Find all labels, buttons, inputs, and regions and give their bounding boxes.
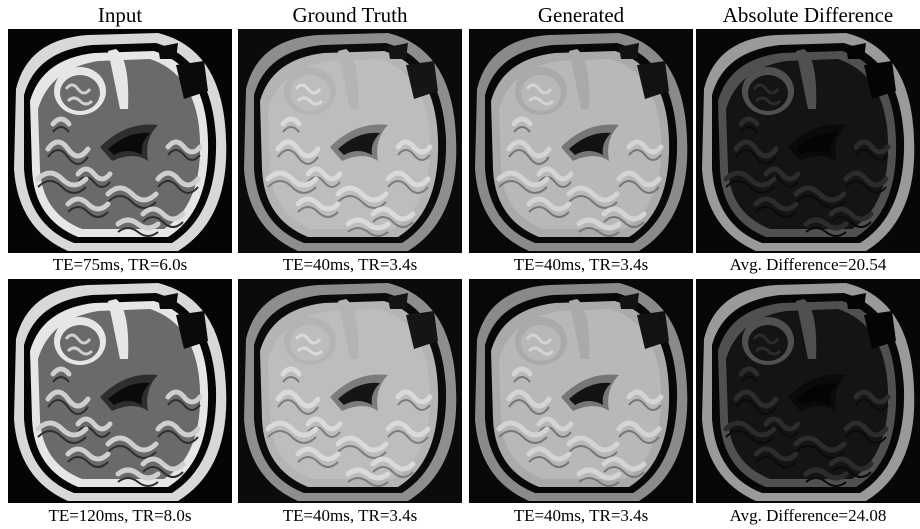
- column-title-ground-truth: Ground Truth: [292, 3, 408, 27]
- column-title-generated: Generated: [537, 3, 625, 27]
- mri-generated-row2: [469, 279, 693, 503]
- caption-generated-row2: TE=40ms, TR=3.4s: [513, 506, 649, 525]
- caption-difference-row2: Avg. Difference=24.08: [729, 506, 887, 525]
- mri-difference-row1: [696, 29, 920, 253]
- caption-ground-truth-row2: TE=40ms, TR=3.4s: [282, 506, 418, 525]
- mri-ground-truth-row1: [238, 29, 462, 253]
- mri-input-row2: [8, 279, 232, 503]
- mri-generated-row1: [469, 29, 693, 253]
- mri-input-row1: [8, 29, 232, 253]
- caption-difference-row1: Avg. Difference=20.54: [729, 255, 887, 274]
- column-title-input: Input: [97, 3, 143, 27]
- caption-ground-truth-row1: TE=40ms, TR=3.4s: [282, 255, 418, 274]
- caption-input-row2: TE=120ms, TR=8.0s: [48, 506, 192, 525]
- mri-ground-truth-row2: [238, 279, 462, 503]
- column-title-absolute-difference: Absolute Difference: [722, 3, 894, 27]
- caption-generated-row1: TE=40ms, TR=3.4s: [513, 255, 649, 274]
- mri-difference-row2: [696, 279, 920, 503]
- caption-input-row1: TE=75ms, TR=6.0s: [52, 255, 188, 274]
